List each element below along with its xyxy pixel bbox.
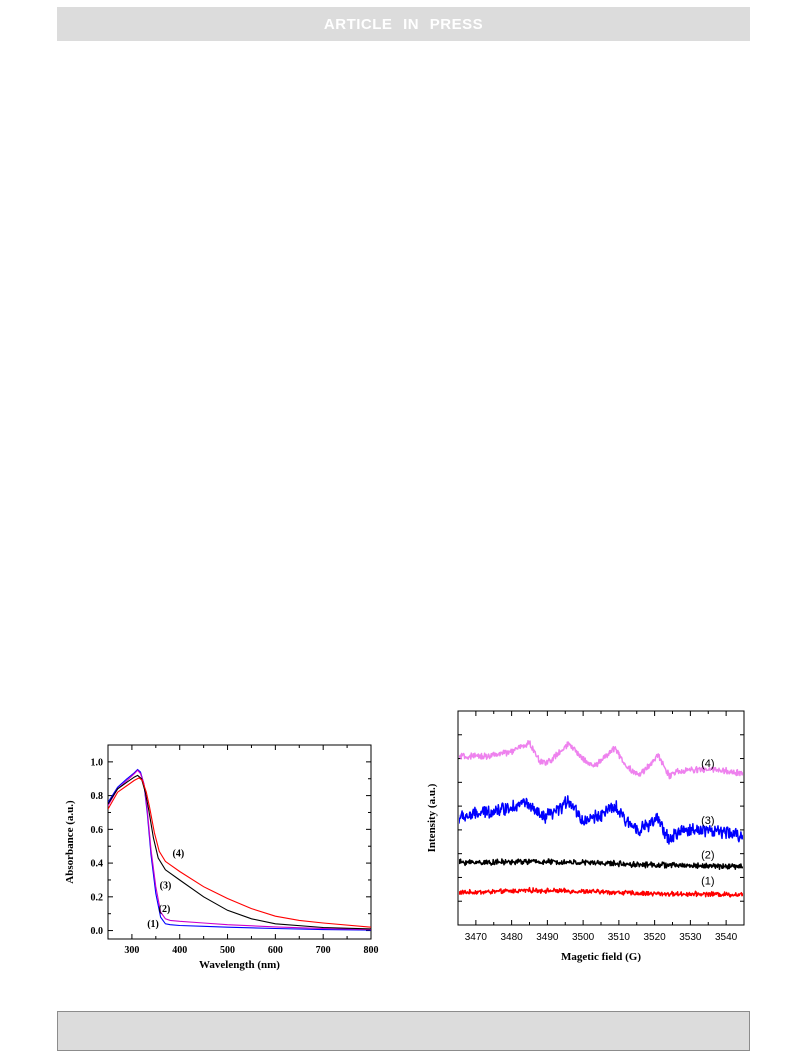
x-tick-label: 700	[316, 945, 331, 956]
x-tick-label: 3470	[465, 932, 488, 943]
x-tick-label: 3480	[501, 932, 524, 943]
series-line-1	[108, 768, 371, 931]
series-line-2	[459, 858, 743, 871]
x-tick-label: 800	[364, 945, 379, 956]
series-line-4	[459, 739, 743, 780]
epr-spectra-chart: 3470 3480 3490 3500 3510 3520 3530 3540 (4) (3) (2…	[426, 710, 745, 963]
y-tick-label: 0.2	[91, 892, 104, 903]
x-tick-label: 3510	[608, 932, 631, 943]
footer-bar	[57, 1011, 750, 1051]
series-line-1	[459, 886, 743, 898]
banner-text: ARTICLE IN PRESS	[323, 15, 484, 33]
series-line-4	[108, 777, 371, 928]
y-tick-label: 0.6	[91, 825, 104, 836]
uv-vis-absorbance-chart: 300 400 500 600 700 800 0.0 0.2 0.4 0.6 0.8 1.0 (4) (…	[64, 744, 379, 971]
curve-label: (4)	[701, 758, 714, 770]
x-tick-label: 300	[124, 945, 139, 956]
series-line-3	[108, 774, 371, 930]
series-line-3	[459, 795, 743, 845]
curve-label: (1)	[147, 919, 159, 930]
y-axis-label: Intensity (a.u.)	[426, 783, 438, 852]
x-tick-label: 3500	[572, 932, 595, 943]
plot-frame	[107, 744, 372, 940]
x-tick-label: 500	[220, 945, 235, 956]
curve-label: (3)	[160, 880, 172, 891]
y-tick-label: 0.8	[91, 791, 104, 802]
x-tick-label: 400	[172, 945, 187, 956]
series-group	[108, 768, 371, 931]
x-tick-label: 3540	[715, 932, 738, 943]
article-in-press-banner: ARTICLE IN PRESS	[57, 7, 750, 41]
curve-label: (3)	[701, 815, 714, 827]
y-axis-label: Absorbance (a.u.)	[64, 800, 76, 884]
curve-label: (2)	[159, 904, 171, 915]
curve-label: (4)	[173, 848, 185, 859]
curve-label: (1)	[701, 875, 714, 887]
y-tick-label: 0.4	[91, 859, 104, 870]
curve-label: (2)	[701, 850, 714, 862]
x-tick-label: 3530	[679, 932, 702, 943]
series-line-2	[108, 769, 371, 931]
x-tick-label: 3520	[644, 932, 667, 943]
y-tick-label: 1.0	[91, 757, 104, 768]
x-axis-label: Wavelength (nm)	[199, 959, 280, 971]
x-tick-label: 3490	[536, 932, 559, 943]
x-axis-label: Magetic field (G)	[561, 951, 641, 963]
y-tick-label: 0.0	[91, 926, 104, 937]
series-group	[459, 739, 743, 898]
x-tick-label: 600	[268, 945, 283, 956]
